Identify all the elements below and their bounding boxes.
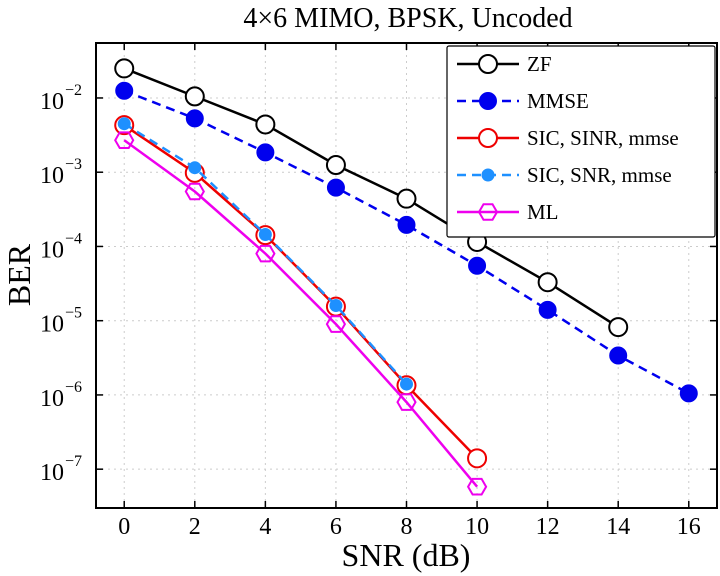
series-layer	[114, 58, 698, 496]
data-point	[185, 109, 204, 128]
data-point	[256, 143, 275, 162]
legend-box	[446, 45, 716, 238]
y-tick-exponent: −3	[65, 156, 82, 173]
x-tick-label: 4	[259, 514, 271, 540]
series-line	[123, 139, 479, 488]
y-tick-label: 10	[40, 386, 64, 412]
data-point	[537, 272, 558, 293]
y-tick-label: 10	[40, 312, 64, 338]
data-point	[115, 81, 134, 100]
y-tick-label: 10	[40, 163, 64, 189]
chart-title: 4×6 MIMO, BPSK, Uncoded	[243, 3, 572, 34]
series-line	[123, 89, 690, 395]
series-sic-sinr-mmse	[114, 115, 488, 469]
x-tick-label: 8	[401, 514, 413, 540]
data-point	[396, 393, 417, 411]
legend: ZF MMSE SIC, SINR, mmse SIC, SNR, mmse ML	[446, 45, 716, 238]
series-line	[123, 67, 619, 329]
y-axis-label: BER	[1, 243, 37, 306]
y-tick-label: 10	[40, 237, 64, 263]
x-tick-label: 0	[118, 514, 130, 540]
data-point	[679, 384, 698, 403]
data-point	[468, 256, 487, 275]
data-point	[114, 58, 135, 79]
data-point	[325, 155, 346, 176]
data-point	[184, 86, 205, 107]
legend-entry: SIC, SINR, mmse	[457, 126, 679, 150]
data-point	[466, 477, 488, 496]
legend-entry: ML	[457, 200, 559, 224]
series-ml	[114, 131, 488, 496]
legend-label: SIC, SINR, mmse	[527, 126, 679, 150]
legend-marker	[479, 92, 497, 110]
legend-label: ML	[527, 200, 559, 224]
x-tick-label: 6	[330, 514, 342, 540]
y-tick-exponent: −7	[65, 453, 82, 470]
legend-entry: ZF	[457, 52, 552, 76]
data-point	[188, 161, 202, 175]
x-tick-label: 14	[606, 514, 630, 540]
data-point	[258, 227, 272, 241]
data-point	[329, 299, 343, 313]
legend-marker	[477, 203, 499, 221]
y-tick-exponent: −2	[65, 82, 82, 99]
data-point	[326, 178, 345, 197]
legend-marker	[478, 54, 498, 74]
y-tick-label: 10	[40, 89, 64, 115]
legend-label: SIC, SNR, mmse	[527, 163, 672, 187]
series-zf	[114, 58, 629, 338]
y-tick-exponent: −5	[65, 305, 82, 322]
data-point	[400, 377, 413, 391]
data-point	[325, 315, 347, 333]
y-tick-label: 10	[40, 460, 64, 486]
legend-label: ZF	[527, 52, 552, 76]
legend-marker	[478, 128, 498, 148]
x-tick-label: 2	[189, 514, 201, 540]
data-point	[117, 117, 131, 131]
x-tick-label: 16	[677, 514, 701, 540]
y-tick-exponent: −4	[65, 230, 82, 247]
data-point	[608, 317, 629, 338]
data-point	[184, 182, 205, 201]
series-mmse	[115, 81, 698, 403]
x-tick-label: 10	[465, 514, 489, 540]
data-point	[467, 448, 488, 469]
data-point	[255, 244, 276, 263]
x-axis-label: SNR (dB)	[342, 537, 471, 573]
series-line	[123, 124, 478, 460]
data-point	[397, 215, 416, 234]
y-tick-exponent: −6	[65, 379, 82, 396]
data-point	[538, 300, 557, 319]
legend-entry: MMSE	[457, 89, 589, 113]
series-sic-snr-mmse	[117, 117, 413, 391]
data-point	[396, 188, 417, 209]
data-point	[114, 131, 135, 149]
legend-marker	[481, 168, 495, 182]
x-tick-label: 12	[536, 514, 560, 540]
data-point	[255, 114, 276, 135]
data-point	[609, 346, 628, 365]
legend-label: MMSE	[527, 89, 589, 113]
legend-entry: SIC, SNR, mmse	[457, 163, 672, 187]
